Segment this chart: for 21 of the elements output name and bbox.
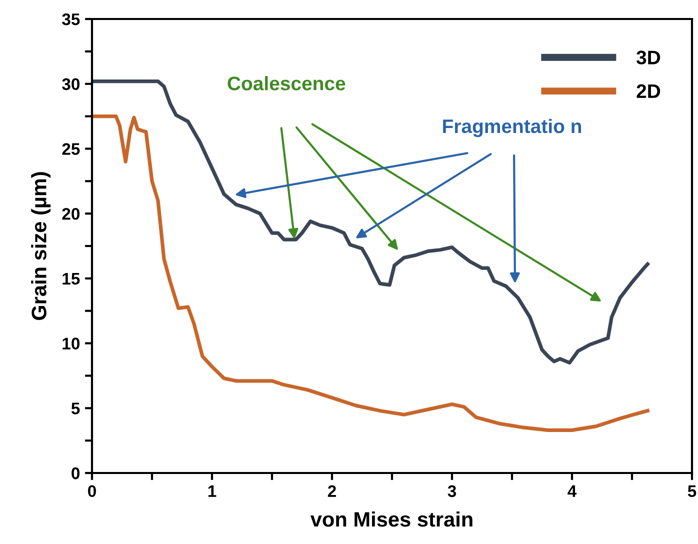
y-tick-label: 25 [62, 143, 80, 155]
line-series [92, 114, 650, 432]
y-tick-label: 0 [72, 467, 80, 480]
x-tick-label: 5 [688, 485, 696, 498]
annotation: Fragmentatio n [443, 118, 582, 138]
annotation: Coalescence [228, 76, 346, 90]
y-tick-label: 35 [62, 13, 80, 26]
x-tick-label: 4 [568, 485, 577, 497]
x-tick-label: 1 [208, 485, 216, 497]
legend-label: 3D [636, 50, 660, 64]
y-tick-label: 10 [62, 338, 80, 350]
x-tick-label: 2 [328, 485, 336, 497]
x-axis-title: von Mises strain [310, 511, 472, 527]
y-tick-label: 15 [62, 273, 80, 285]
y-tick-label: 30 [62, 78, 80, 90]
y-axis-title: Grain size (µm) [31, 172, 51, 320]
legend-label: 2D [636, 84, 660, 98]
y-tick-label: 5 [71, 402, 80, 414]
y-tick-label: 20 [62, 208, 80, 220]
x-tick-label: 3 [448, 485, 456, 498]
x-tick-label: 0 [88, 485, 96, 498]
